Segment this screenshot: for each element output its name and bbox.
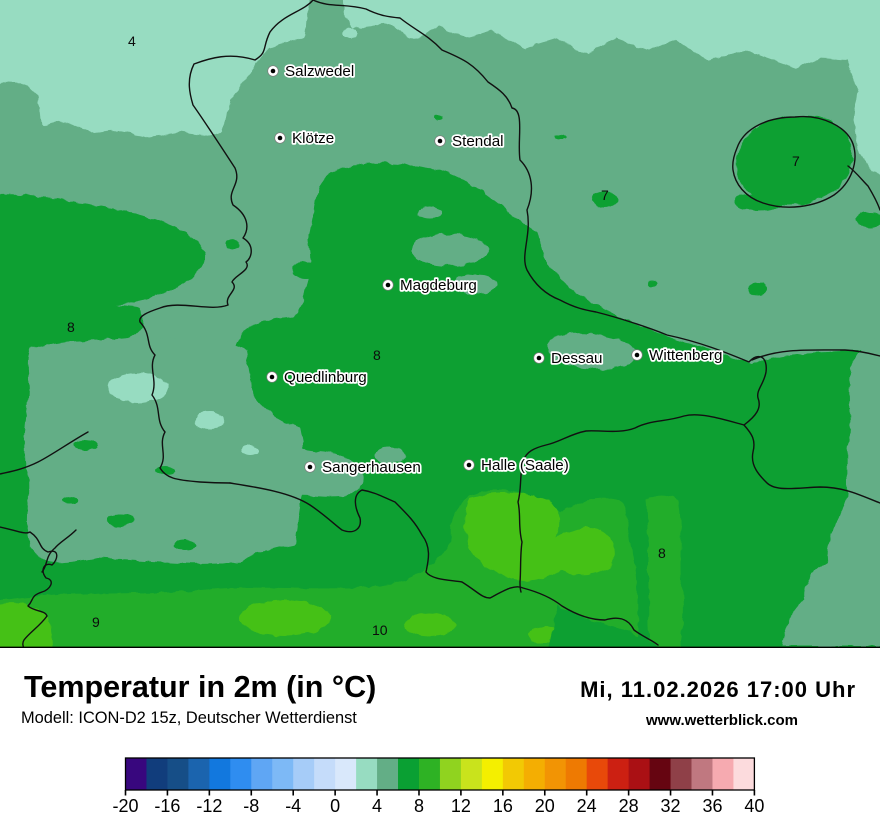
svg-text:-20: -20 bbox=[112, 796, 138, 816]
svg-text:4: 4 bbox=[372, 796, 382, 816]
svg-text:20: 20 bbox=[535, 796, 555, 816]
svg-text:Magdeburg: Magdeburg bbox=[400, 277, 477, 294]
svg-text:7: 7 bbox=[792, 153, 800, 169]
svg-text:8: 8 bbox=[414, 796, 424, 816]
svg-text:-8: -8 bbox=[243, 796, 259, 816]
svg-text:0: 0 bbox=[330, 796, 340, 816]
svg-text:-4: -4 bbox=[285, 796, 301, 816]
svg-text:28: 28 bbox=[619, 796, 639, 816]
svg-text:Salzwedel: Salzwedel bbox=[285, 63, 354, 80]
svg-text:Sangerhausen: Sangerhausen bbox=[322, 459, 421, 476]
svg-text:-16: -16 bbox=[154, 796, 180, 816]
svg-text:40: 40 bbox=[744, 796, 764, 816]
svg-text:10: 10 bbox=[372, 622, 388, 638]
svg-text:24: 24 bbox=[577, 796, 597, 816]
svg-text:8: 8 bbox=[658, 545, 666, 561]
svg-text:32: 32 bbox=[661, 796, 681, 816]
svg-text:8: 8 bbox=[67, 319, 75, 335]
svg-text:Stendal: Stendal bbox=[452, 133, 504, 150]
svg-text:12: 12 bbox=[451, 796, 471, 816]
svg-text:Dessau: Dessau bbox=[551, 350, 603, 367]
svg-text:16: 16 bbox=[493, 796, 513, 816]
svg-text:8: 8 bbox=[373, 347, 381, 363]
svg-text:Halle (Saale): Halle (Saale) bbox=[481, 457, 569, 474]
svg-text:-12: -12 bbox=[196, 796, 222, 816]
svg-text:9: 9 bbox=[92, 614, 100, 630]
svg-text:36: 36 bbox=[702, 796, 722, 816]
svg-text:4: 4 bbox=[128, 33, 136, 49]
svg-text:Wittenberg: Wittenberg bbox=[649, 347, 722, 364]
svg-text:7: 7 bbox=[601, 187, 609, 203]
svg-text:Quedlinburg: Quedlinburg bbox=[284, 369, 367, 386]
svg-text:Klötze: Klötze bbox=[292, 130, 334, 147]
